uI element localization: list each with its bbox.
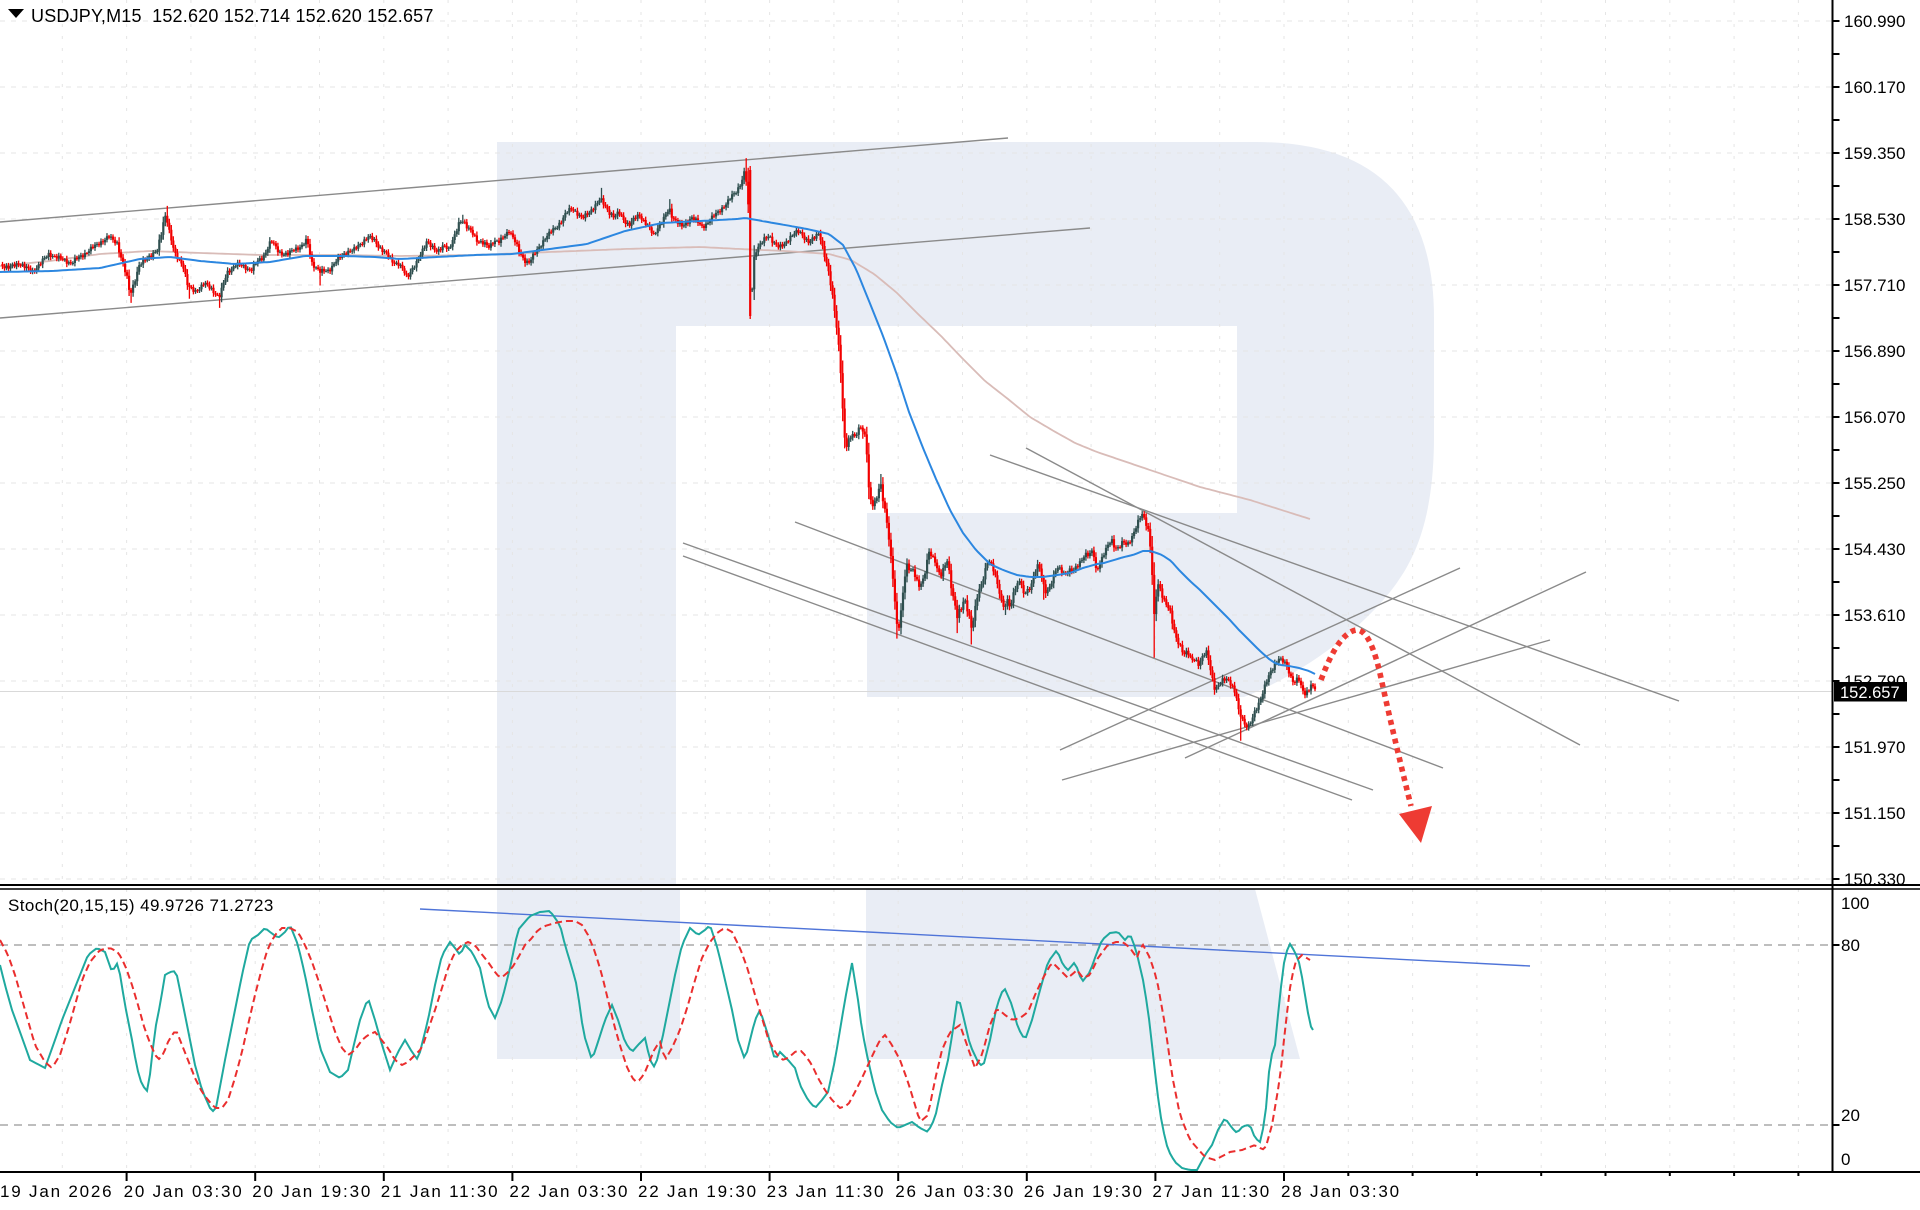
svg-text:160.170: 160.170	[1844, 78, 1905, 97]
svg-text:28 Jan 03:30: 28 Jan 03:30	[1281, 1182, 1401, 1201]
svg-text:155.250: 155.250	[1844, 474, 1905, 493]
svg-text:20 Jan 19:30: 20 Jan 19:30	[252, 1182, 372, 1201]
svg-text:USDJPY,M15 152.620 152.714 15: USDJPY,M15 152.620 152.714 152.620 152.6…	[31, 6, 434, 26]
svg-text:0: 0	[1841, 1150, 1850, 1169]
svg-text:158.530: 158.530	[1844, 210, 1905, 229]
svg-text:151.970: 151.970	[1844, 738, 1905, 757]
svg-text:Stoch(20,15,15) 49.9726 71.272: Stoch(20,15,15) 49.9726 71.2723	[8, 896, 274, 915]
svg-text:152.657: 152.657	[1840, 684, 1900, 702]
svg-text:159.350: 159.350	[1844, 144, 1905, 163]
svg-text:153.610: 153.610	[1844, 606, 1905, 625]
svg-text:22 Jan 19:30: 22 Jan 19:30	[638, 1182, 758, 1201]
svg-text:80: 80	[1841, 936, 1860, 955]
svg-text:23 Jan 11:30: 23 Jan 11:30	[767, 1182, 886, 1201]
svg-text:150.330: 150.330	[1844, 870, 1905, 889]
svg-text:21 Jan 11:30: 21 Jan 11:30	[381, 1182, 500, 1201]
svg-text:20: 20	[1841, 1106, 1860, 1125]
svg-text:26 Jan 03:30: 26 Jan 03:30	[895, 1182, 1015, 1201]
svg-text:27 Jan 11:30: 27 Jan 11:30	[1152, 1182, 1271, 1201]
svg-text:26 Jan 19:30: 26 Jan 19:30	[1024, 1182, 1144, 1201]
svg-text:100: 100	[1841, 894, 1869, 913]
svg-text:156.890: 156.890	[1844, 342, 1905, 361]
svg-text:19 Jan 2026: 19 Jan 2026	[0, 1182, 113, 1201]
svg-text:151.150: 151.150	[1844, 804, 1905, 823]
svg-text:154.430: 154.430	[1844, 540, 1905, 559]
svg-text:157.710: 157.710	[1844, 276, 1905, 295]
svg-text:156.070: 156.070	[1844, 408, 1905, 427]
svg-text:20 Jan 03:30: 20 Jan 03:30	[124, 1182, 244, 1201]
svg-text:160.990: 160.990	[1844, 12, 1905, 31]
svg-text:22 Jan 03:30: 22 Jan 03:30	[509, 1182, 629, 1201]
